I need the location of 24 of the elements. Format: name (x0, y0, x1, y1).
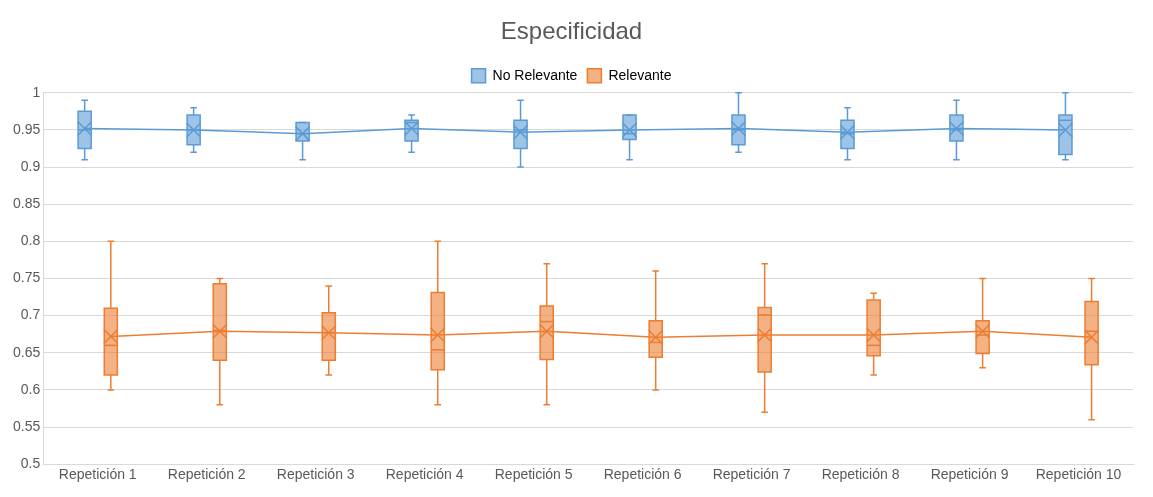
y-tick-label: 0.8 (20, 232, 41, 249)
x-tick-label: Repetición 2 (167, 466, 246, 483)
x-tick-label: Repetición 9 (930, 466, 1009, 483)
y-tick-label: 0.55 (13, 417, 41, 434)
y-tick-label: 0.6 (20, 380, 41, 397)
x-tick-label: Repetición 6 (603, 466, 682, 483)
chart-title: Especificidad (500, 17, 643, 45)
x-tick-label: Repetición 7 (712, 466, 791, 483)
y-tick-label: 1 (32, 83, 41, 100)
y-tick-label: 0.7 (20, 306, 41, 323)
x-tick-label: Repetición 3 (276, 466, 355, 483)
x-tick-label: Repetición 5 (494, 466, 573, 483)
y-tick-label: 0.9 (20, 157, 41, 174)
x-tick-label: Repetición 4 (385, 466, 464, 483)
y-tick-label: 0.85 (13, 195, 41, 212)
x-tick-label: Repetición 8 (821, 466, 900, 483)
y-tick-label: 0.95 (13, 120, 41, 137)
legend-label: No Relevante (492, 66, 578, 83)
x-tick-label: Repetición 1 (58, 466, 137, 483)
x-tick-label: Repetición 10 (1035, 466, 1122, 483)
y-tick-label: 0.75 (13, 269, 41, 286)
y-tick-label: 0.65 (13, 343, 41, 360)
legend-label: Relevante (608, 66, 672, 83)
y-tick-label: 0.5 (20, 455, 41, 472)
